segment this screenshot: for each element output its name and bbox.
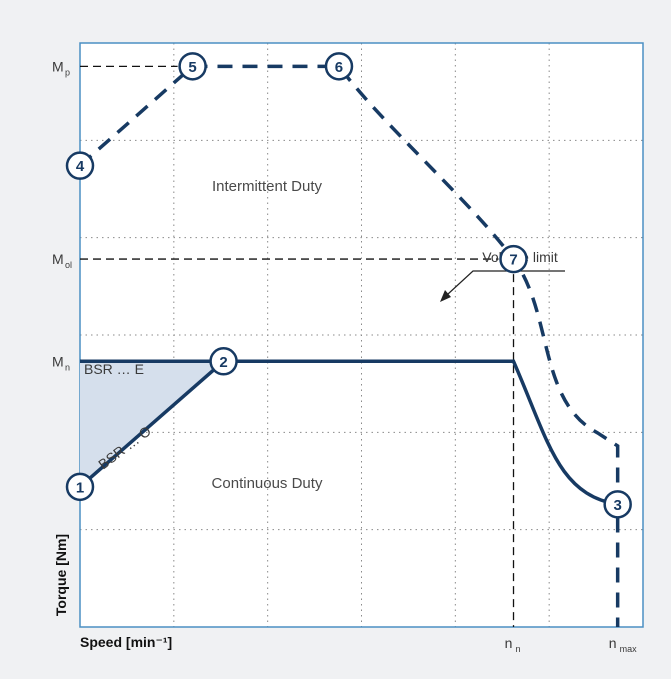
- marker-7: 7: [499, 244, 528, 274]
- plot-frame: [79, 42, 644, 628]
- marker-label: 6: [335, 59, 343, 76]
- voltage-limit-leader: [447, 270, 565, 295]
- marker-3: 3: [603, 490, 632, 519]
- marker-5: 5: [178, 52, 207, 81]
- marker-label: 3: [613, 497, 621, 514]
- marker-circle: [65, 472, 95, 502]
- intermittent-duty-label: Intermittent Duty: [212, 178, 323, 195]
- bsr-e-label: BSR … E: [84, 361, 144, 377]
- marker-label: 5: [188, 59, 196, 76]
- marker-label: 2: [219, 354, 227, 371]
- y-tick-text: M: [52, 251, 64, 267]
- marker-circle: [209, 347, 238, 376]
- marker-circle: [65, 151, 95, 180]
- x-tick-subscript: n: [516, 644, 521, 654]
- arrow-head-icon: [440, 290, 451, 302]
- marker-circle: [324, 52, 354, 81]
- marker-6: 6: [324, 52, 354, 81]
- marker-2: 2: [209, 347, 238, 376]
- continuous-duty-label: Continuous Duty: [212, 475, 323, 492]
- x-tick-text: n: [505, 635, 513, 651]
- x-tick-label: n max: [609, 635, 637, 654]
- y-tick-subscript: n: [65, 362, 70, 372]
- marker-label: 1: [76, 479, 84, 496]
- marker-circle: [499, 244, 528, 274]
- continuous-duty-curve: [78, 359, 618, 507]
- marker-circle: [603, 490, 632, 519]
- y-tick-subscript: ol: [65, 260, 72, 270]
- x-tick-text: n: [609, 635, 617, 651]
- x-tick-subscript: max: [620, 644, 638, 654]
- marker-4: 4: [65, 151, 95, 180]
- marker-label: 7: [509, 252, 517, 269]
- grid: [80, 43, 643, 627]
- marker-circle: [178, 52, 207, 81]
- y-axis-title: Torque [Nm]: [53, 534, 69, 616]
- x-axis-title: Speed [min⁻¹]: [80, 634, 172, 650]
- y-tick-subscript: p: [65, 67, 70, 77]
- y-tick-text: M: [52, 353, 64, 369]
- marker-label: 4: [76, 158, 85, 175]
- y-tick-text: M: [52, 58, 64, 74]
- marker-1: 1: [65, 472, 95, 502]
